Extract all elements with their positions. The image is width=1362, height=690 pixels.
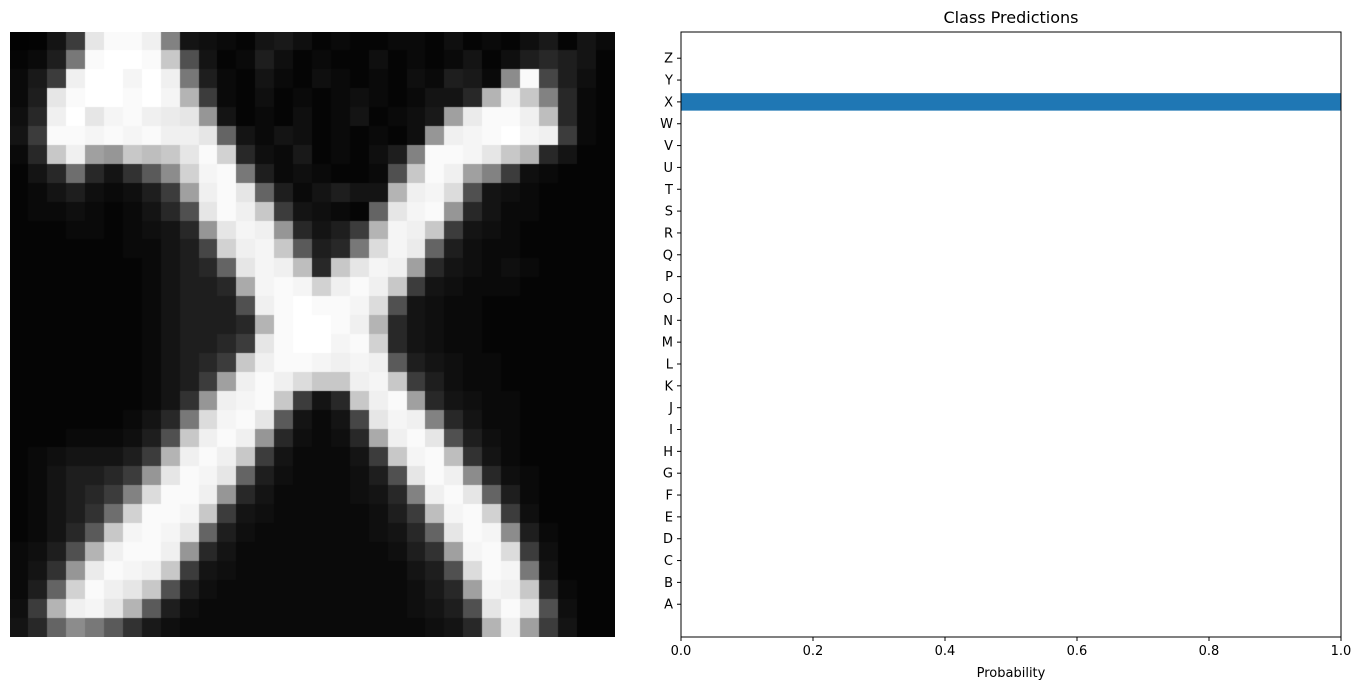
y-tick-label-O: O [663,292,673,307]
y-tick-label-S: S [665,205,673,220]
y-tick-label-C: C [664,554,673,569]
y-tick-label-W: W [660,117,673,132]
y-tick-label-Y: Y [664,74,673,89]
y-tick-label-T: T [664,183,673,198]
y-tick-label-I: I [669,423,673,438]
y-tick-label-H: H [663,445,673,460]
x-axis-label: Probability [977,666,1046,681]
y-tick-label-Q: Q [663,248,673,263]
x-tick-label-0.2: 0.2 [803,644,824,659]
y-tick-label-X: X [664,95,673,110]
y-tick-label-Z: Z [664,52,673,67]
y-tick-label-U: U [663,161,673,176]
y-tick-label-K: K [664,379,673,394]
x-tick-label-0.4: 0.4 [935,644,956,659]
y-tick-label-F: F [666,489,673,504]
bar-X [681,93,1341,111]
chart-title: Class Predictions [944,8,1079,27]
x-tick-label-0.6: 0.6 [1067,644,1088,659]
y-tick-label-G: G [663,467,673,482]
x-tick-label-0.0: 0.0 [671,644,692,659]
x-tick-label-0.8: 0.8 [1199,644,1220,659]
bars-layer [681,93,1341,111]
y-tick-label-A: A [664,598,673,613]
y-tick-label-B: B [664,576,673,591]
input-image [10,32,615,637]
x-tick-label-1.0: 1.0 [1331,644,1352,659]
y-tick-label-J: J [668,401,673,416]
y-tick-label-D: D [663,532,673,547]
input-image-panel [10,32,615,637]
y-tick-label-M: M [662,336,673,351]
y-tick-label-P: P [665,270,673,285]
y-tick-label-N: N [663,314,673,329]
y-tick-label-V: V [664,139,673,154]
y-tick-label-R: R [664,226,673,241]
plot-frame [680,31,1342,638]
x-axis: 0.0 0.2 0.4 0.6 0.8 1.0 [671,637,1352,659]
y-tick-label-E: E [665,510,673,525]
y-tick-label-L: L [666,357,674,372]
